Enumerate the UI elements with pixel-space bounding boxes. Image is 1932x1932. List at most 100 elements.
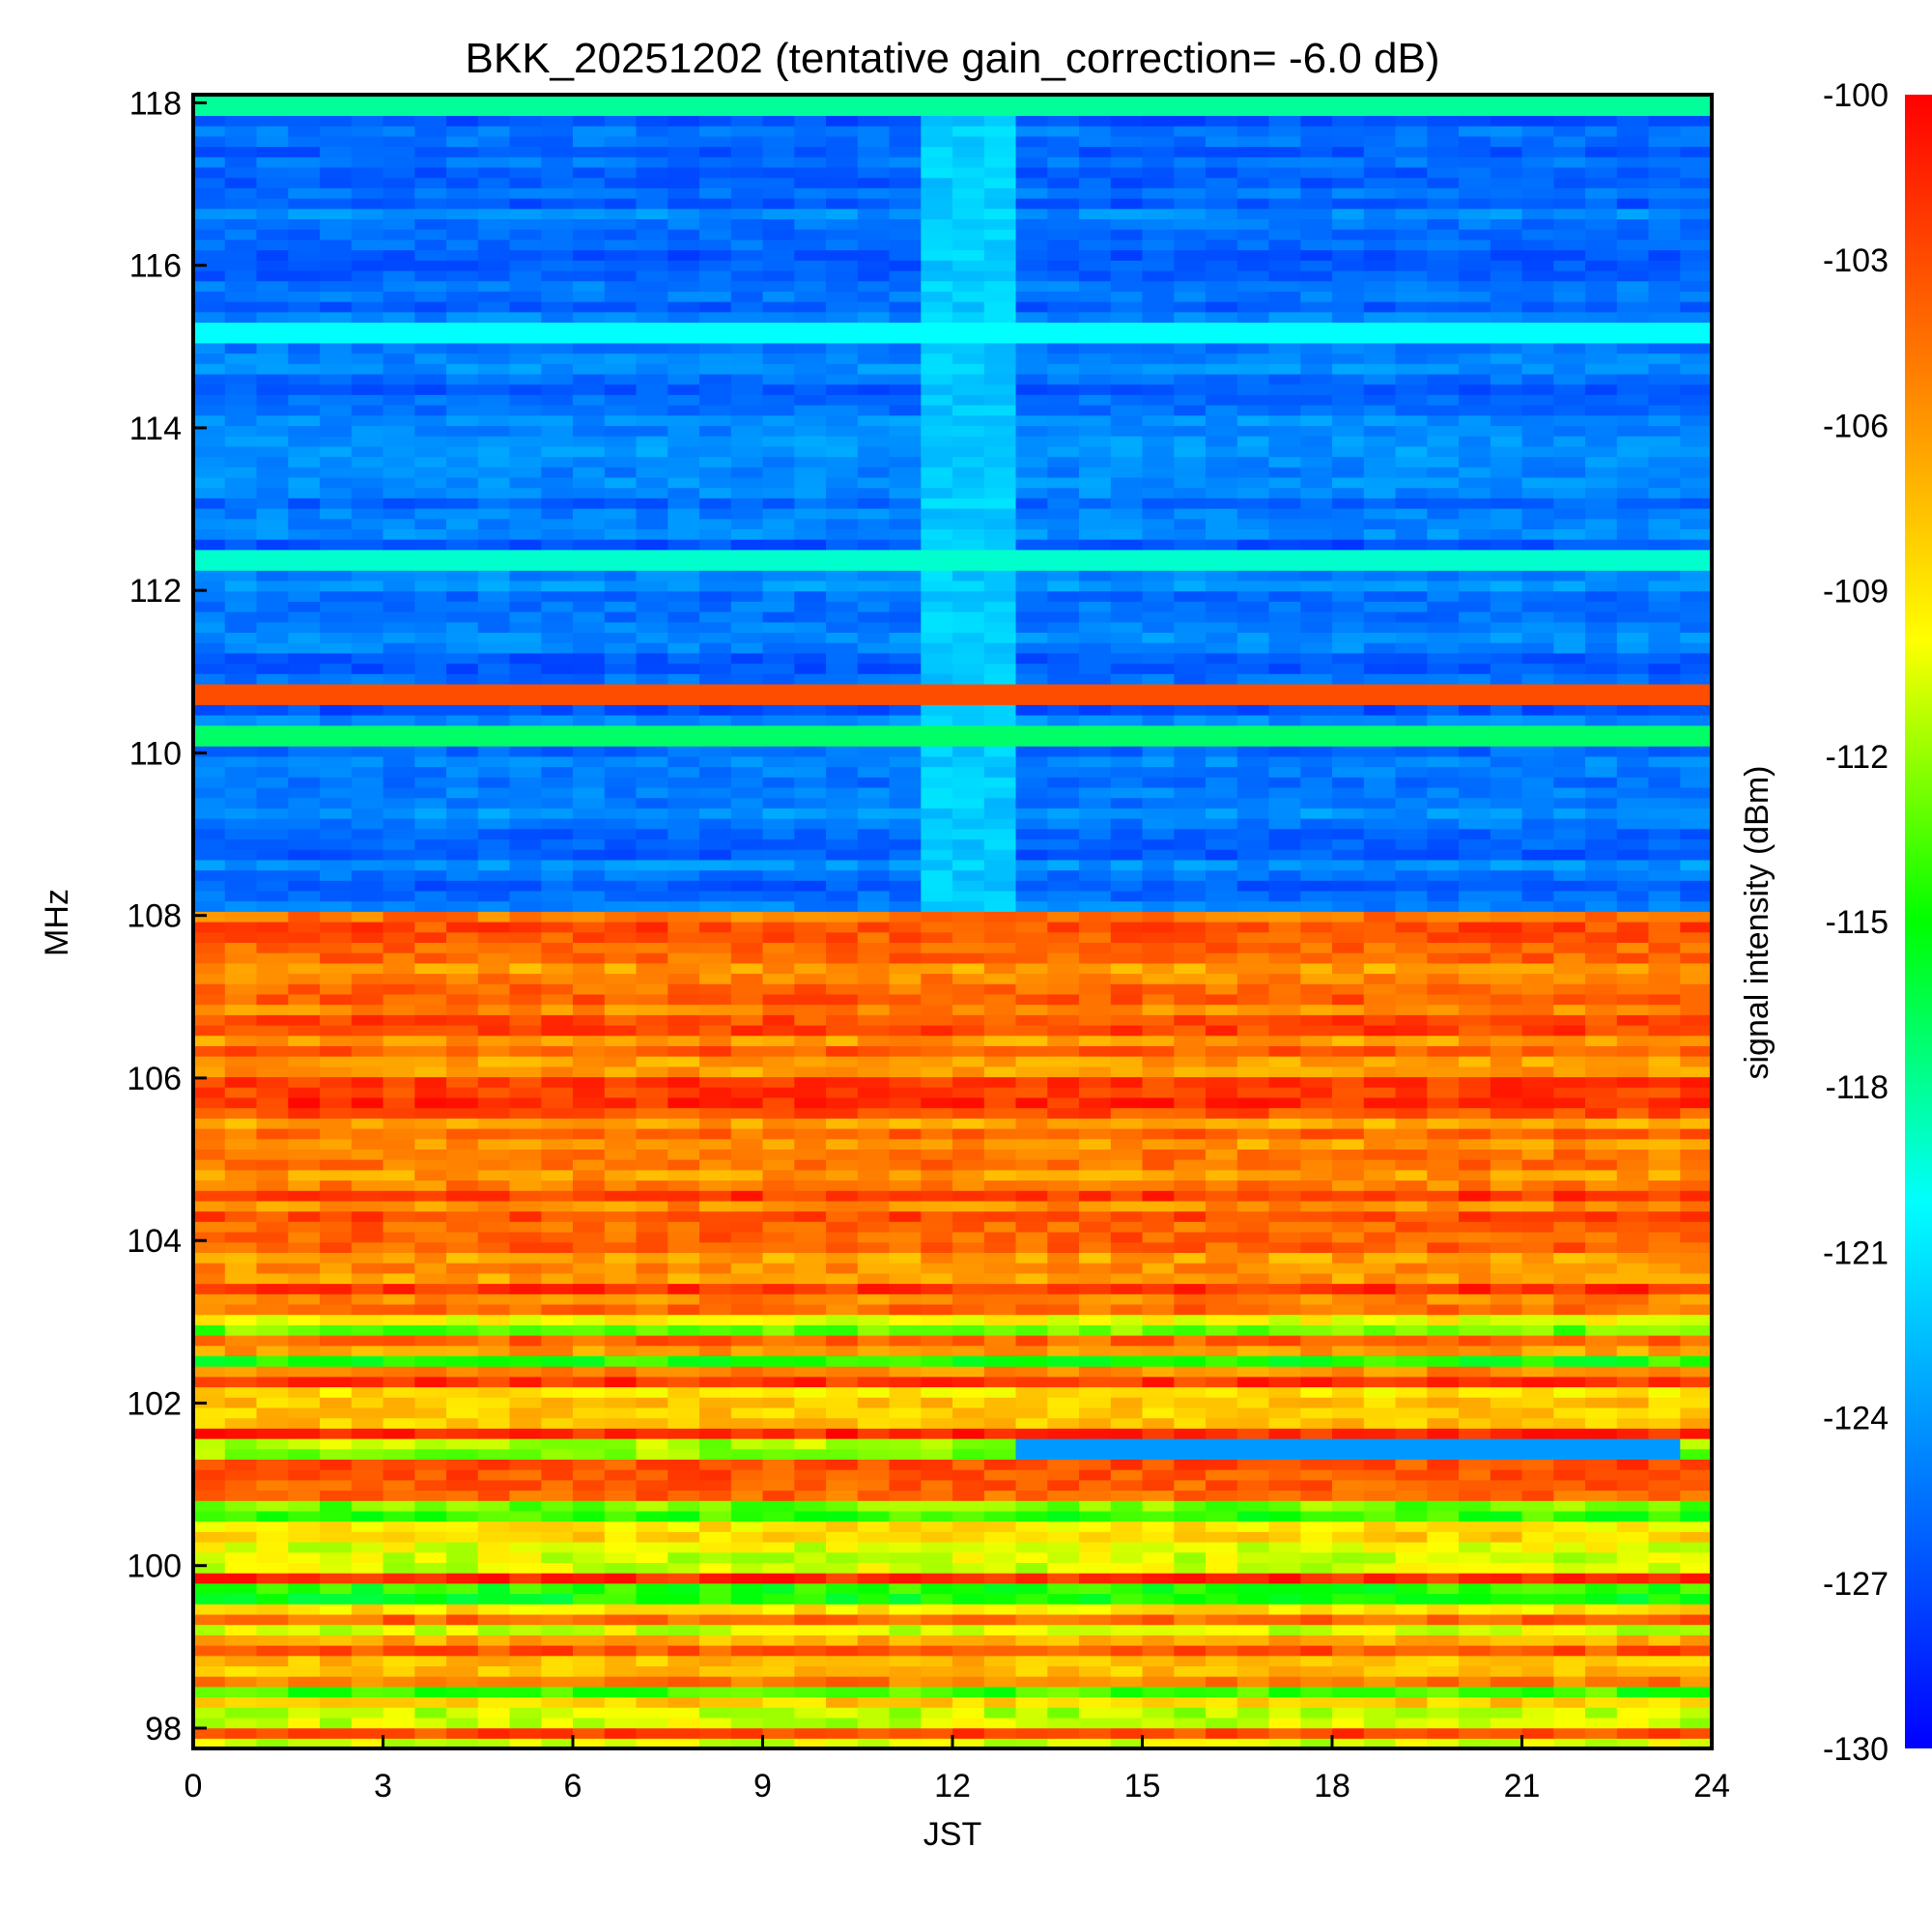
heatmap-cell — [1300, 1676, 1333, 1688]
heatmap-cell — [1079, 1190, 1112, 1202]
heatmap-cell — [1079, 1520, 1112, 1532]
heatmap-cell — [383, 1727, 415, 1739]
heatmap-cell — [889, 952, 922, 964]
heatmap-cell — [1585, 1014, 1618, 1026]
heatmap-cell — [604, 808, 638, 819]
heatmap-cell — [1616, 849, 1650, 861]
heatmap-cell — [762, 1624, 795, 1635]
heatmap-cell — [636, 746, 668, 757]
heatmap-cell — [1490, 1593, 1523, 1605]
heatmap-cell — [699, 1428, 732, 1439]
heatmap-cell — [383, 1686, 415, 1698]
heatmap-cell — [1236, 1604, 1270, 1615]
heatmap-cell — [1206, 869, 1238, 881]
heatmap-cell — [826, 942, 859, 953]
heatmap-cell — [383, 746, 415, 757]
heatmap-cell — [541, 1438, 574, 1450]
heatmap-cell — [477, 683, 511, 696]
heatmap-cell — [1015, 983, 1048, 995]
heatmap-cell — [320, 1179, 353, 1191]
heatmap-cell — [193, 1500, 226, 1512]
heatmap-cell — [573, 1159, 606, 1171]
heatmap-cell — [636, 1263, 668, 1274]
heatmap-cell — [889, 1303, 922, 1316]
heatmap-cell — [256, 1717, 289, 1729]
heatmap-cell — [541, 1179, 574, 1191]
heatmap-cell — [762, 1645, 795, 1657]
heatmap-cell — [1680, 1366, 1712, 1378]
heatmap-cell — [1585, 1303, 1618, 1316]
heatmap-cell — [1332, 746, 1365, 757]
heatmap-cell — [1585, 777, 1618, 788]
heatmap-cell — [794, 1655, 827, 1666]
heatmap-cell — [1174, 1345, 1207, 1356]
heatmap-cell — [1142, 1241, 1175, 1253]
heatmap-cell — [1142, 1293, 1175, 1305]
heatmap-cell — [256, 911, 289, 923]
heatmap-cell — [1616, 1500, 1650, 1512]
heatmap-cell — [1047, 1386, 1080, 1398]
heatmap-cell — [1206, 1469, 1238, 1481]
heatmap-cell — [1395, 1096, 1428, 1109]
heatmap-cell — [1015, 1665, 1048, 1677]
heatmap-cell — [730, 1448, 764, 1460]
heatmap-cell — [983, 1665, 1017, 1677]
heatmap-cell — [857, 1520, 891, 1532]
heatmap-cell — [1648, 1324, 1681, 1336]
heatmap-cell — [1268, 1355, 1301, 1367]
heatmap-cell — [857, 1448, 891, 1460]
heatmap-cell — [224, 786, 258, 799]
heatmap-cell — [1553, 1355, 1586, 1367]
heatmap-cell — [1047, 1263, 1080, 1274]
heatmap-cell — [794, 1314, 827, 1325]
heatmap-cell — [383, 1738, 415, 1748]
heatmap-cell — [1585, 1345, 1618, 1356]
heatmap-cell — [826, 1645, 859, 1657]
heatmap-cell — [1079, 1510, 1112, 1522]
heatmap-cell — [1680, 1324, 1712, 1336]
heatmap-cell — [383, 1252, 415, 1264]
heatmap-cell — [1142, 900, 1175, 912]
heatmap-cell — [1079, 1272, 1112, 1285]
heatmap-cell — [699, 1448, 732, 1460]
heatmap-cell — [1648, 1169, 1681, 1181]
heatmap-cell — [477, 1241, 511, 1253]
heatmap-cell — [509, 1727, 542, 1739]
heatmap-cell — [1521, 1263, 1554, 1274]
heatmap-cell — [604, 1686, 638, 1698]
heatmap-cell — [983, 1459, 1017, 1470]
heatmap-cell — [1427, 890, 1460, 902]
heatmap-cell — [320, 1314, 353, 1325]
heatmap-cell — [730, 1335, 764, 1347]
heatmap-cell — [1648, 1717, 1681, 1729]
heatmap-cell — [1300, 1696, 1333, 1708]
heatmap-cell — [983, 1087, 1017, 1098]
heatmap-cell — [193, 900, 226, 912]
heatmap-cell — [1680, 1624, 1712, 1635]
heatmap-cell — [952, 931, 985, 943]
heatmap-cell — [762, 797, 795, 809]
heatmap-cell — [1332, 1520, 1365, 1532]
heatmap-cell — [983, 1303, 1017, 1316]
heatmap-cell — [193, 1520, 226, 1532]
heatmap-cell — [288, 1293, 321, 1305]
heatmap-cell — [383, 1035, 415, 1046]
heatmap-cell — [762, 1221, 795, 1233]
heatmap-cell — [1174, 1542, 1207, 1553]
heatmap-cell — [477, 1252, 511, 1264]
heatmap-cell — [1300, 1665, 1333, 1677]
heatmap-cell — [224, 1386, 258, 1398]
heatmap-cell — [1459, 1634, 1492, 1646]
heatmap-cell — [921, 724, 953, 736]
heatmap-cell — [889, 1087, 922, 1098]
heatmap-cell — [730, 777, 764, 788]
heatmap-cell — [224, 735, 258, 747]
heatmap-cell — [1363, 786, 1397, 799]
heatmap-cell — [730, 1459, 764, 1470]
heatmap-cell — [762, 1551, 795, 1563]
heatmap-cell — [699, 724, 732, 736]
heatmap-cell — [1174, 1573, 1207, 1584]
heatmap-cell — [193, 1045, 226, 1057]
heatmap-cell — [1553, 911, 1586, 923]
heatmap-cell — [762, 1366, 795, 1378]
